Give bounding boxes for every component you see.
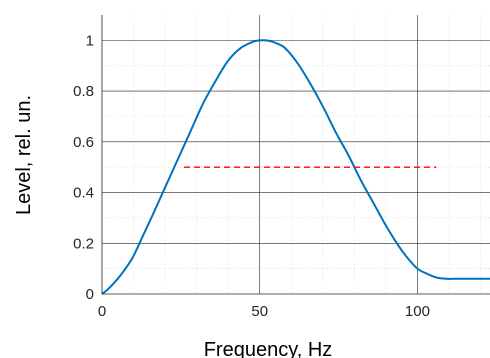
x-tick-label: 0 — [98, 303, 106, 320]
x-tick-label: 100 — [405, 303, 430, 320]
series-line-response — [101, 39, 490, 295]
y-tick-label: 0.2 — [73, 235, 94, 252]
y-tick-label: 0 — [86, 286, 94, 303]
major-grid — [102, 15, 490, 294]
y-tick-label: 0.8 — [73, 83, 94, 100]
y-tick-label: 0.6 — [73, 134, 94, 151]
y-tick-label: 1 — [86, 32, 94, 49]
axes-layer — [101, 15, 490, 295]
x-tick-label: 50 — [251, 303, 268, 320]
y-axis-label: Level, rel. un. — [13, 95, 35, 215]
minor-grid — [102, 15, 490, 294]
tick-labels: 0 50 100 0 0.2 0.4 0.6 0.8 1 — [73, 32, 430, 320]
x-axis-label: Frequency, Hz — [204, 339, 333, 358]
y-tick-label: 0.4 — [73, 185, 94, 202]
series-layer — [101, 39, 490, 295]
